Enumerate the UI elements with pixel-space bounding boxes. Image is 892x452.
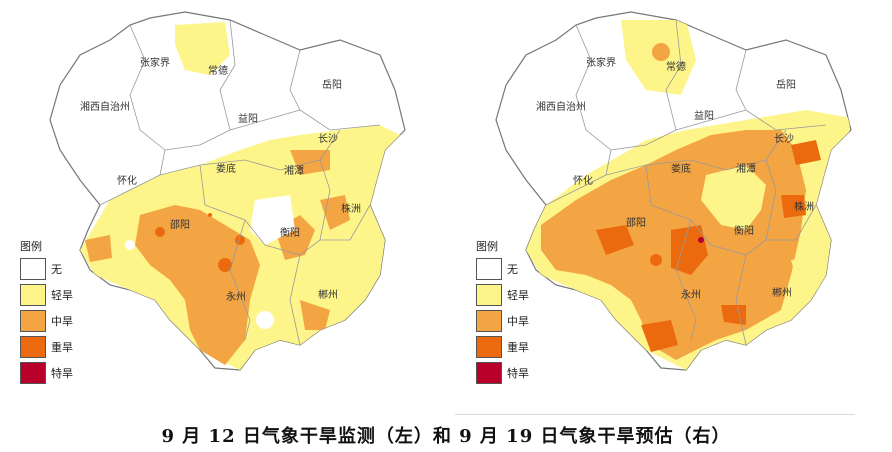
prefecture-borders-left xyxy=(99,19,381,346)
legend-swatch xyxy=(20,336,46,358)
legend-item-moderate: 中旱 xyxy=(20,308,73,334)
legend-label: 特旱 xyxy=(51,367,73,380)
legend-label: 重旱 xyxy=(51,341,73,354)
city-label-chenzhou: 郴州 xyxy=(772,288,792,299)
city-label-loudi: 娄底 xyxy=(216,164,236,175)
city-label-huaihua: 怀化 xyxy=(573,176,593,187)
forecast-map xyxy=(495,11,852,371)
city-label-shaoyang: 邵阳 xyxy=(170,220,190,231)
city-label-changsha: 长沙 xyxy=(318,134,338,145)
city-label-chenzhou: 郴州 xyxy=(318,290,338,301)
forecast-map-panel: 张家界 常德 岳阳 湘西自治州 益阳 长沙 娄底 湘潭 怀化 邵阳 衡阳 株洲 … xyxy=(446,0,892,410)
city-label-yongzhou: 永州 xyxy=(681,290,701,301)
city-label-yiyang: 益阳 xyxy=(238,114,258,125)
city-label-xiangtan: 湘潭 xyxy=(284,166,304,177)
city-label-hengyang: 衡阳 xyxy=(280,228,300,239)
city-label-changsha: 长沙 xyxy=(774,134,794,145)
legend-label: 中旱 xyxy=(51,315,73,328)
legend-item-light: 轻旱 xyxy=(476,282,529,308)
legend-swatch xyxy=(476,362,502,384)
city-label-yueyang: 岳阳 xyxy=(776,80,796,91)
legend-swatch xyxy=(476,336,502,358)
city-label-changde: 常德 xyxy=(208,66,228,77)
city-label-zhangjiajie: 张家界 xyxy=(586,58,616,69)
legend-label: 无 xyxy=(507,263,518,276)
city-label-zhuzhou: 株洲 xyxy=(794,202,814,213)
city-label-xiangtan: 湘潭 xyxy=(736,164,756,175)
legend-swatch xyxy=(20,284,46,306)
legend-item-none: 无 xyxy=(20,256,73,282)
city-label-loudi: 娄底 xyxy=(671,164,691,175)
legend-title: 图例 xyxy=(476,240,498,253)
caption-divider xyxy=(455,414,855,415)
legend-swatch xyxy=(20,258,46,280)
legend-label: 中旱 xyxy=(507,315,529,328)
legend-swatch xyxy=(20,310,46,332)
legend-swatch xyxy=(476,310,502,332)
legend-item-severe: 重旱 xyxy=(476,334,529,360)
legend-left: 图例 无 轻旱 中旱 重旱 特旱 xyxy=(20,238,73,386)
city-label-yongzhou: 永州 xyxy=(226,292,246,303)
legend-label: 轻旱 xyxy=(507,289,529,302)
legend-item-severe: 重旱 xyxy=(20,334,73,360)
monitoring-map-panel: 张家界 常德 岳阳 湘西自治州 益阳 长沙 娄底 湘潭 怀化 邵阳 衡阳 株洲 … xyxy=(0,0,446,410)
legend-item-light: 轻旱 xyxy=(20,282,73,308)
city-label-shaoyang: 邵阳 xyxy=(626,218,646,229)
legend-label: 特旱 xyxy=(507,367,529,380)
legend-item-none: 无 xyxy=(476,256,529,282)
legend-item-extreme: 特旱 xyxy=(476,360,529,386)
city-label-changde: 常德 xyxy=(666,62,686,73)
city-label-xiangxi: 湘西自治州 xyxy=(80,102,130,113)
monitoring-map xyxy=(49,11,406,371)
legend-label: 重旱 xyxy=(507,341,529,354)
city-label-yueyang: 岳阳 xyxy=(322,80,342,91)
city-label-zhangjiajie: 张家界 xyxy=(140,58,170,69)
legend-label: 无 xyxy=(51,263,62,276)
legend-item-extreme: 特旱 xyxy=(20,360,73,386)
prefecture-borders-right xyxy=(545,19,827,346)
city-label-xiangxi: 湘西自治州 xyxy=(536,102,586,113)
figure-caption: 9 月 12 日气象干旱监测（左）和 9 月 19 日气象干旱预估（右） xyxy=(161,426,731,447)
city-label-yiyang: 益阳 xyxy=(694,111,714,122)
city-label-hengyang: 衡阳 xyxy=(734,226,754,237)
city-label-zhuzhou: 株洲 xyxy=(341,204,361,215)
legend-label: 轻旱 xyxy=(51,289,73,302)
legend-swatch xyxy=(20,362,46,384)
legend-right: 图例 无 轻旱 中旱 重旱 特旱 xyxy=(476,238,529,386)
city-label-huaihua: 怀化 xyxy=(117,176,137,187)
legend-item-moderate: 中旱 xyxy=(476,308,529,334)
legend-swatch xyxy=(476,284,502,306)
legend-swatch xyxy=(476,258,502,280)
legend-title: 图例 xyxy=(20,240,42,253)
